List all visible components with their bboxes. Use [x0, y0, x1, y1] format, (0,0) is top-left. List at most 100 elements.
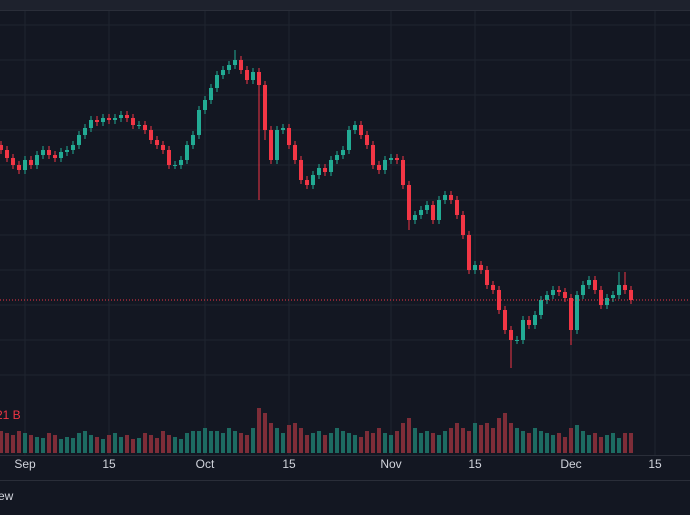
candle-body	[461, 215, 465, 235]
candle-body	[35, 155, 39, 165]
candle-body	[17, 165, 21, 170]
candle-body	[23, 160, 27, 170]
volume-bar	[251, 428, 255, 453]
candle-body	[485, 270, 489, 285]
candle-body	[215, 75, 219, 88]
volume-bar	[515, 428, 519, 453]
candle-body	[317, 168, 321, 175]
candle-body	[179, 160, 183, 165]
candle-body	[611, 295, 615, 298]
volume-bar	[287, 425, 291, 453]
volume-bar	[227, 428, 231, 453]
volume-bar	[503, 413, 507, 453]
volume-bar	[377, 428, 381, 453]
volume-bar	[551, 435, 555, 453]
volume-bar	[185, 433, 189, 453]
bottom-bar	[0, 480, 690, 515]
volume-bar	[479, 425, 483, 453]
volume-bar	[131, 439, 135, 453]
volume-bar	[77, 433, 81, 453]
toolbar-label[interactable]: ew	[0, 489, 14, 503]
volume-bar	[155, 438, 159, 453]
volume-bar	[209, 431, 213, 453]
volume-bar	[611, 433, 615, 453]
volume-bar	[509, 423, 513, 453]
candle-body	[281, 128, 285, 130]
volume-bar	[53, 435, 57, 453]
x-tick-label: Sep	[14, 457, 36, 471]
volume-bar	[149, 435, 153, 453]
volume-bar	[65, 437, 69, 453]
candle-body	[341, 150, 345, 155]
candle-body	[365, 135, 369, 145]
volume-bar	[71, 438, 75, 453]
volume-bar	[137, 438, 141, 453]
candle-body	[581, 285, 585, 295]
volume-bar	[371, 433, 375, 453]
candle-body	[101, 118, 105, 122]
candle-body	[335, 155, 339, 160]
volume-bar	[623, 433, 627, 453]
candle-body	[293, 145, 297, 160]
volume-bar	[569, 428, 573, 453]
volume-bar	[143, 433, 147, 453]
x-tick-label: 15	[102, 457, 116, 471]
volume-bar	[11, 435, 15, 453]
volume-bar	[281, 433, 285, 453]
candle-body	[149, 130, 153, 140]
volume-bar	[539, 431, 543, 453]
candle-body	[245, 70, 249, 80]
x-tick-label: 15	[648, 457, 662, 471]
candle-body	[131, 118, 135, 125]
candle-body	[77, 135, 81, 145]
candle-body	[419, 210, 423, 215]
volume-bar	[215, 431, 219, 453]
volume-bar	[41, 438, 45, 453]
candle-body	[371, 145, 375, 165]
candle-body	[569, 298, 573, 330]
volume-bar	[269, 423, 273, 453]
volume-bar	[359, 437, 363, 453]
volume-bar	[557, 433, 561, 453]
volume-bar	[311, 433, 315, 453]
volume-bar	[563, 437, 567, 453]
candle-body	[239, 60, 243, 70]
candle-body	[143, 125, 147, 130]
volume-bar	[413, 428, 417, 453]
candle-body	[71, 145, 75, 150]
volume-bar	[233, 431, 237, 453]
candle-body	[443, 195, 447, 200]
volume-bar	[581, 431, 585, 453]
candle-body	[389, 158, 393, 160]
volume-bar	[203, 428, 207, 453]
x-tick-label: 15	[282, 457, 296, 471]
volume-bar	[383, 433, 387, 453]
volume-bar	[389, 435, 393, 453]
candle-body	[557, 290, 561, 292]
candle-body	[161, 145, 165, 150]
volume-bar	[347, 433, 351, 453]
volume-label: 21 B	[0, 408, 21, 422]
candle-body	[437, 200, 441, 220]
volume-bar	[35, 437, 39, 453]
volume-bar	[191, 431, 195, 453]
volume-bar	[353, 435, 357, 453]
volume-bar	[161, 431, 165, 453]
candle-body	[449, 195, 453, 200]
candle-body	[473, 265, 477, 270]
volume-bar	[437, 435, 441, 453]
candle-body	[551, 290, 555, 295]
volume-bar	[587, 435, 591, 453]
candle-body	[221, 70, 225, 75]
volume-bar	[29, 435, 33, 453]
volume-bar	[257, 408, 261, 453]
volume-bar	[179, 439, 183, 453]
x-tick-label: 15	[468, 457, 482, 471]
volume-bar	[47, 433, 51, 453]
candle-body	[173, 165, 177, 166]
candle-body	[587, 280, 591, 285]
candle-body	[323, 168, 327, 172]
candle-body	[407, 185, 411, 220]
volume-bar	[167, 435, 171, 453]
candle-body	[263, 85, 267, 130]
